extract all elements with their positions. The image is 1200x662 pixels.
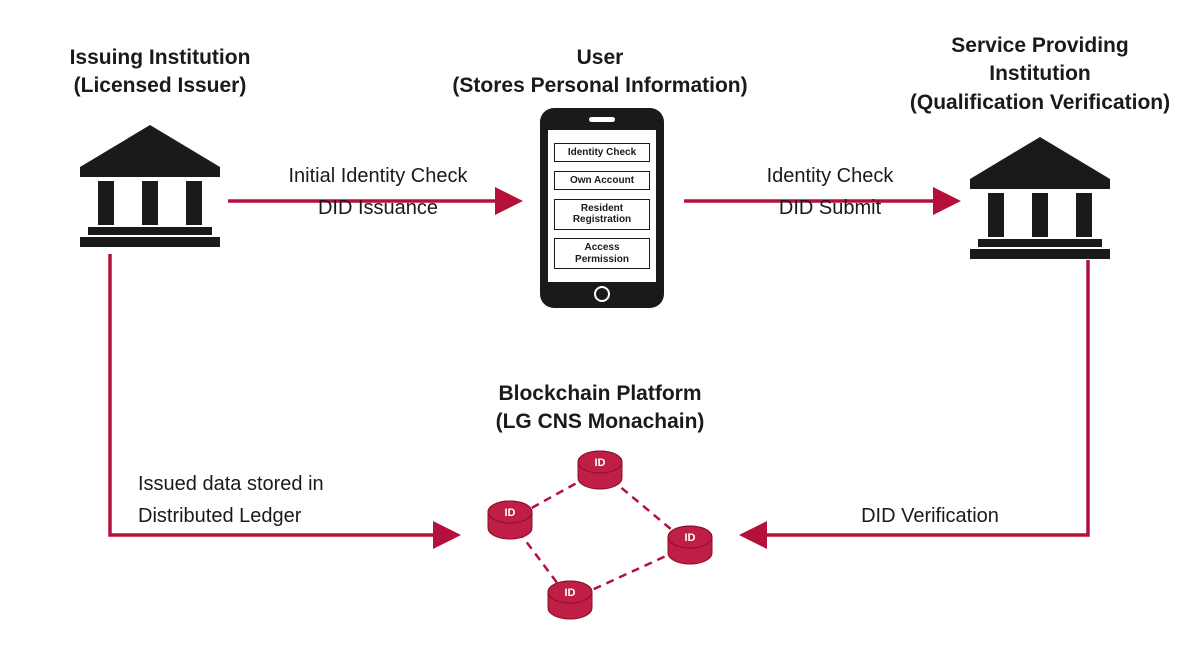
phone-card: Own Account: [554, 171, 650, 191]
db-node-label: ID: [595, 457, 606, 469]
db-node-label: ID: [565, 587, 576, 599]
db-node-label: ID: [685, 532, 696, 544]
diagram-stage: ID ID ID ID Issuing Institution (License…: [0, 0, 1200, 662]
flow-label-user-service: Identity Check DID Submit: [720, 160, 940, 224]
network-edges: [510, 470, 690, 600]
phone-card: Identity Check: [554, 143, 650, 163]
phone-icon: Identity Check Own Account Resident Regi…: [540, 108, 664, 308]
user-title: User (Stores Personal Information): [430, 44, 770, 101]
issuer-title: Issuing Institution (Licensed Issuer): [30, 44, 290, 101]
flow-label-issuer-user: Initial Identity Check DID Issuance: [248, 160, 508, 224]
phone-card: Resident Registration: [554, 199, 650, 230]
network-nodes: ID ID ID ID: [488, 451, 712, 619]
phone-card: Access Permission: [554, 238, 650, 269]
platform-title: Blockchain Platform (LG CNS Monachain): [440, 380, 760, 437]
flow-label-service-platform: DID Verification: [800, 500, 1060, 532]
institution-icon: [80, 125, 220, 247]
institution-icon: [970, 137, 1110, 259]
arrow-service-to-platform: [746, 260, 1088, 535]
phone-screen: Identity Check Own Account Resident Regi…: [548, 130, 656, 282]
service-title: Service Providing Institution (Qualifica…: [890, 32, 1190, 117]
flow-label-issuer-platform: Issued data stored in Distributed Ledger: [138, 468, 438, 532]
db-node-label: ID: [505, 507, 516, 519]
